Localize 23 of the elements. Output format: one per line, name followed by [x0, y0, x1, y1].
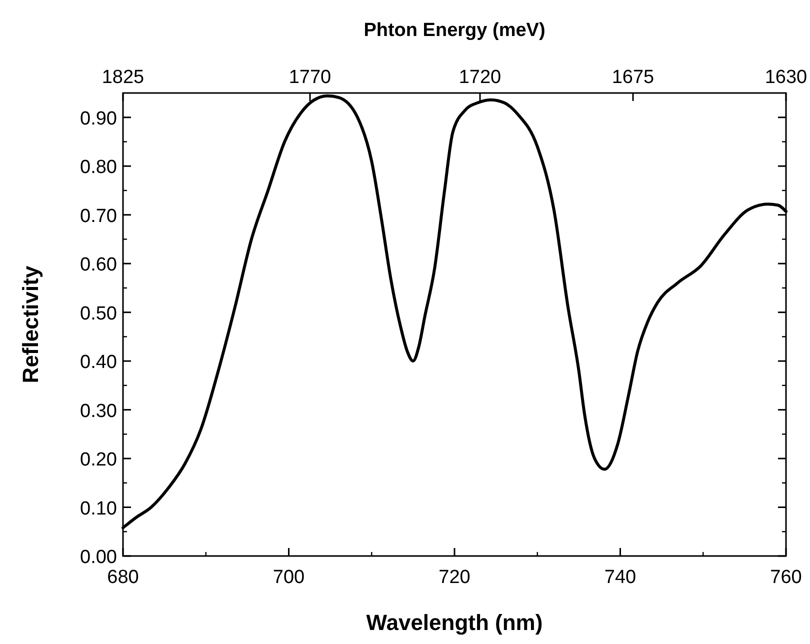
y-tick-label: 0.20 — [80, 450, 117, 471]
x2-tick-label: 1630 — [764, 67, 808, 88]
y-tick-label: 0.70 — [80, 206, 117, 227]
x-axis-title: Wavelength (nm) — [366, 610, 543, 635]
x-tick-label: 680 — [107, 567, 139, 588]
x-tick-label: 700 — [272, 567, 305, 588]
y-tick-label: 0.60 — [80, 254, 117, 276]
x2-tick-label: 1675 — [612, 67, 654, 88]
x-tick-label: 740 — [604, 567, 636, 588]
y-tick-label: 0.10 — [80, 498, 117, 520]
y-tick-label: 0.00 — [80, 547, 117, 568]
x2-axis-title: Phton Energy (meV) — [364, 20, 546, 41]
y-tick-label: 0.80 — [80, 157, 117, 178]
y-tick-label: 0.30 — [80, 400, 117, 422]
y-tick-label: 0.90 — [80, 108, 117, 130]
x2-tick-label: 1770 — [288, 67, 332, 88]
y-tick-label: 0.40 — [80, 352, 117, 374]
x-tick-label: 760 — [770, 567, 802, 588]
x-tick-label: 720 — [438, 567, 470, 588]
y-axis-title: Reflectivity — [18, 265, 43, 384]
x2-tick-label: 1720 — [458, 67, 502, 88]
x2-tick-label: 1825 — [102, 67, 144, 88]
y-tick-label: 0.50 — [80, 303, 117, 324]
